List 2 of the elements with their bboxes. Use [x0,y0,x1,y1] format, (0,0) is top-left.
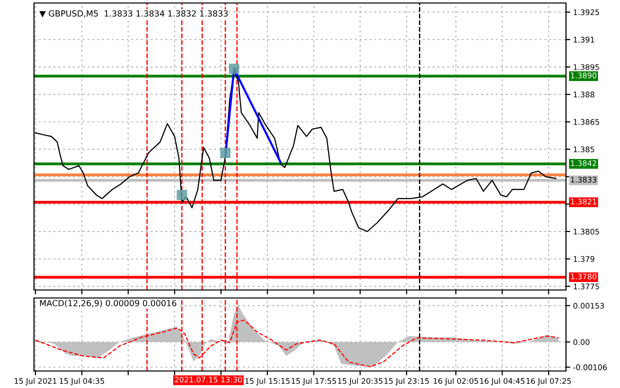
text: ▼ GBPUSD,M5 1.3833 1.3834 1.3832 1.3833 [39,10,228,18]
chart-title: MACD(12,26,9) 0.00009 0.00016 [40,300,176,308]
